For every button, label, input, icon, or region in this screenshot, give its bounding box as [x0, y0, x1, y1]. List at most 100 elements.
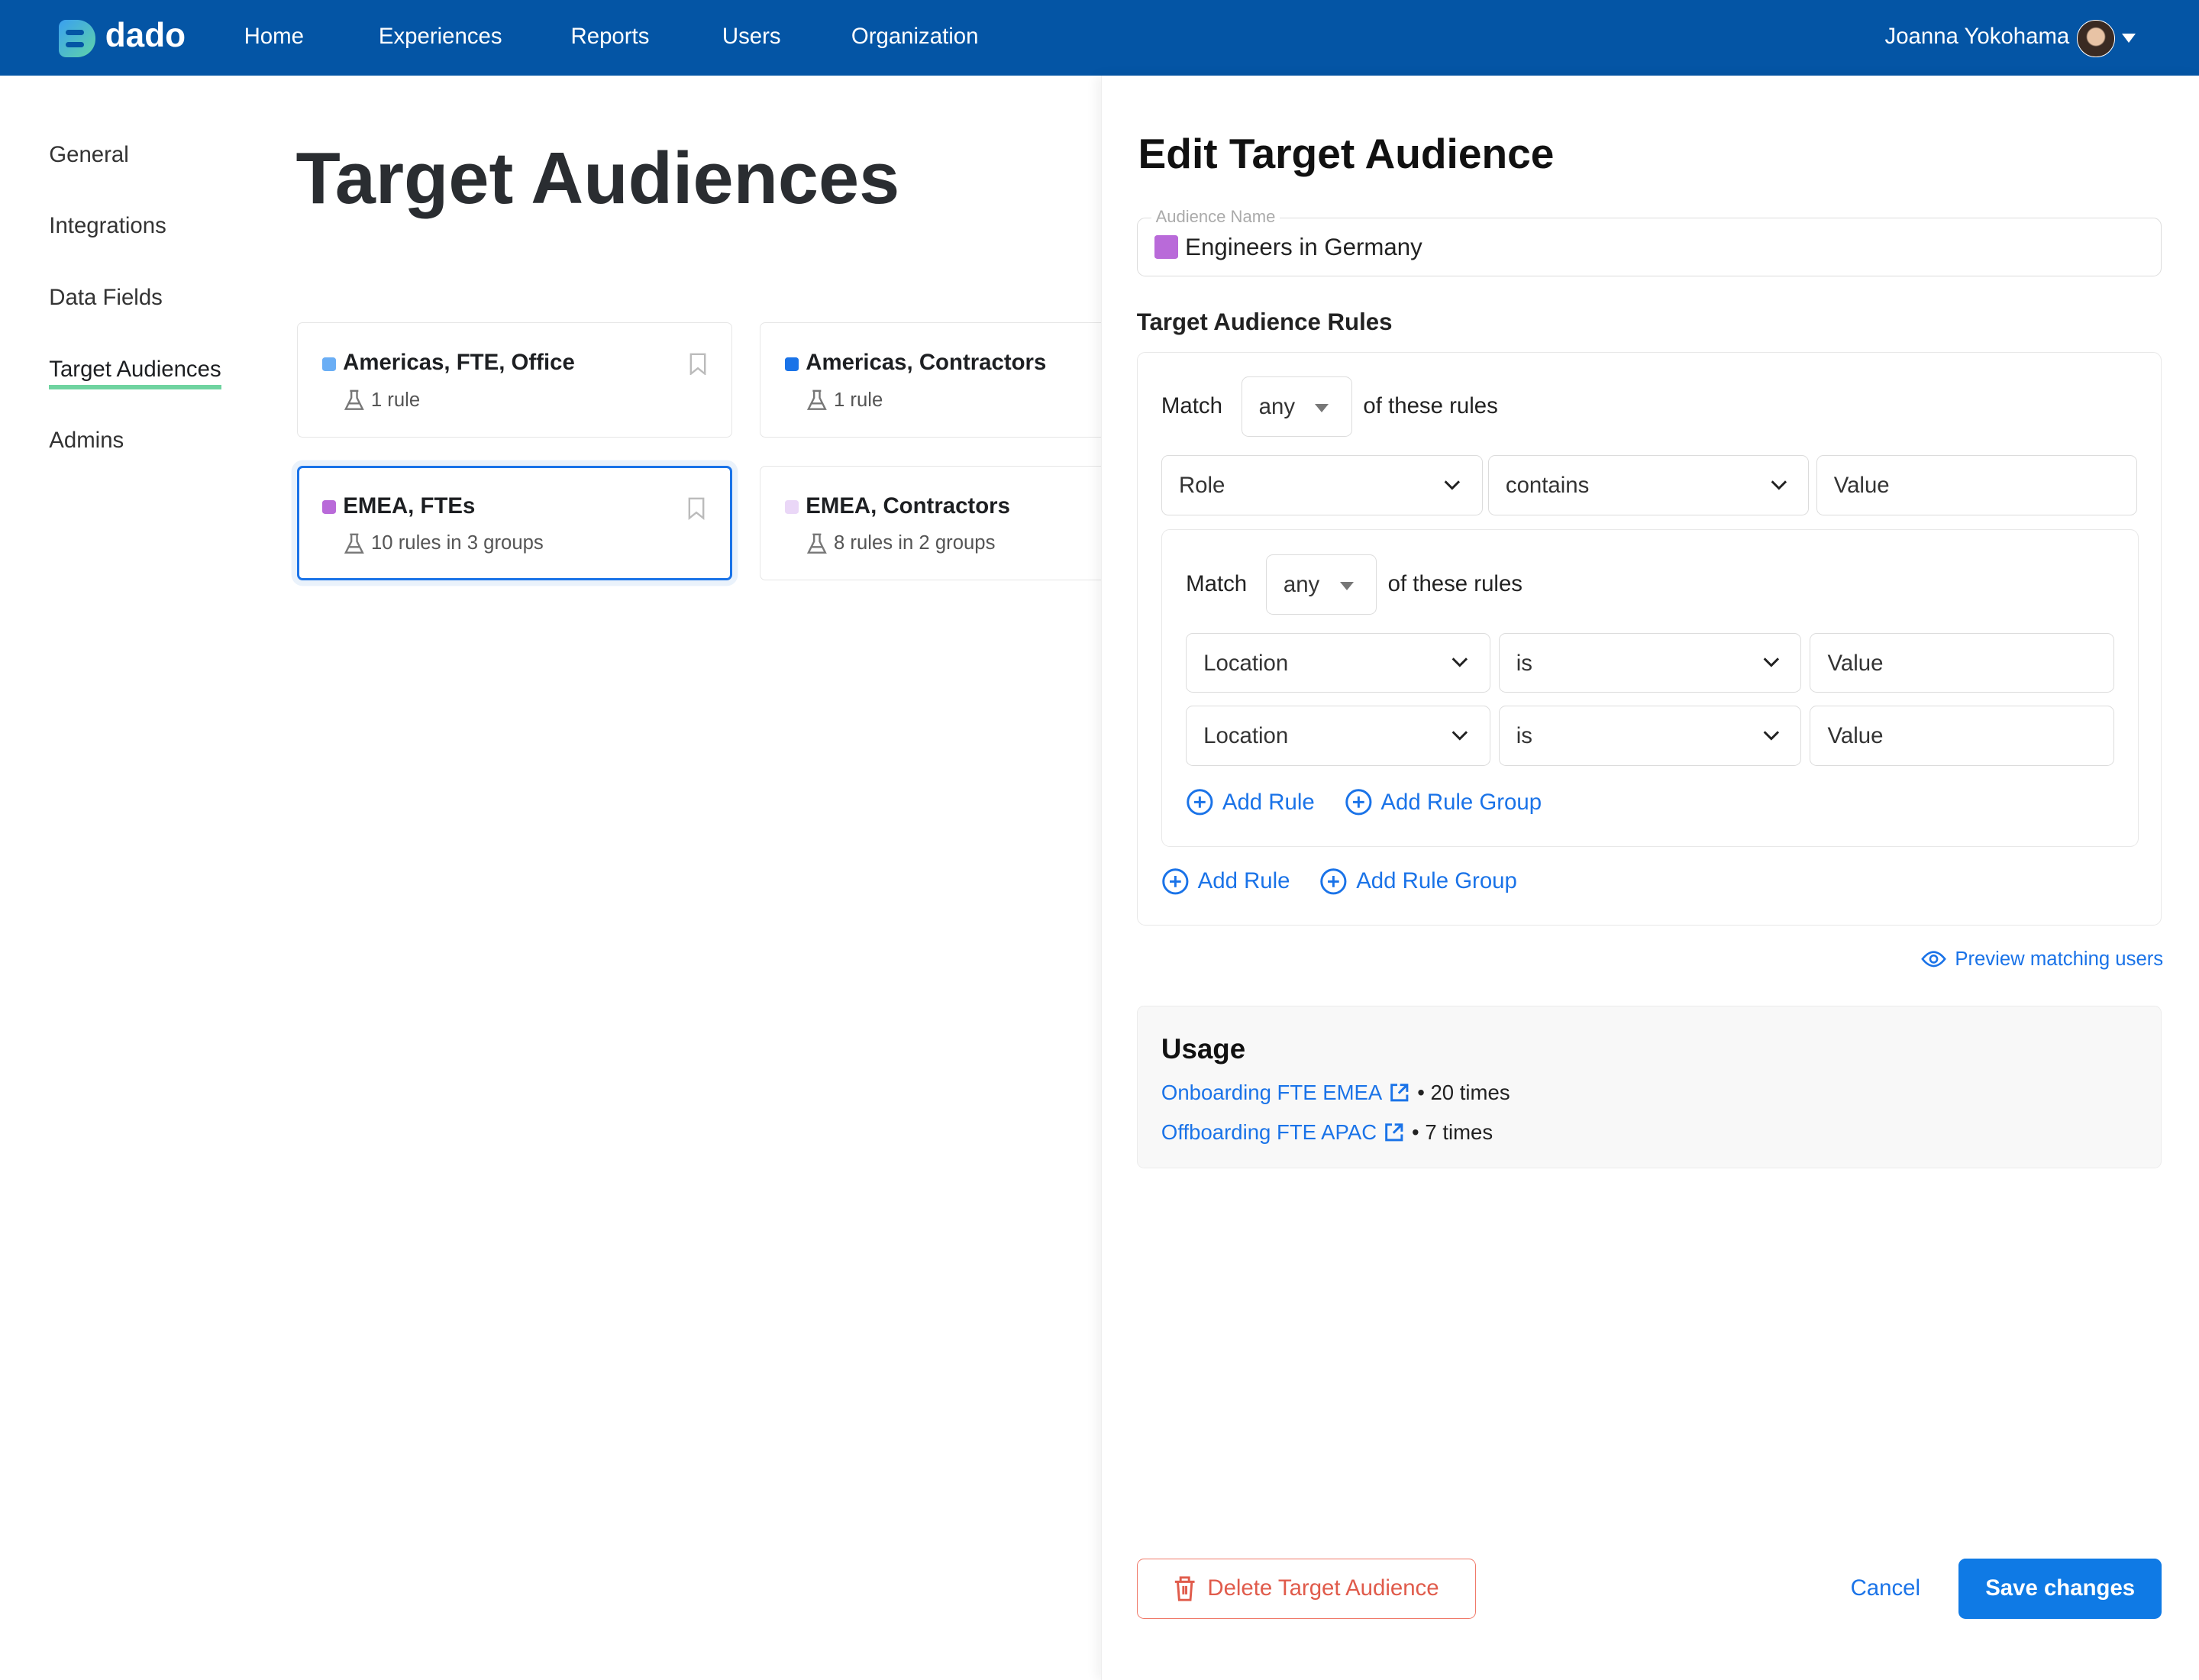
caret-down-icon — [1315, 404, 1329, 413]
operator-value: is — [1516, 723, 1532, 749]
brand-name[interactable]: dado — [105, 17, 186, 55]
page-title: Target Audiences — [295, 137, 900, 219]
rule-field-value: Role — [1178, 473, 1225, 499]
plus-circle-icon — [1320, 868, 1347, 895]
audience-card[interactable]: Americas, FTE, Office 1 rule — [297, 322, 732, 438]
add-rule-label: Add Rule — [1222, 789, 1315, 815]
sidebar-item-integrations[interactable]: Integrations — [49, 213, 166, 239]
dado-logo-icon[interactable] — [59, 19, 95, 58]
group-match-suffix: of these rules — [1387, 570, 1523, 596]
rules-heading: Target Audience Rules — [1136, 309, 1393, 336]
nav-reports[interactable]: Reports — [570, 24, 650, 50]
audience-name-field[interactable]: Audience Name Engineers in Germany — [1136, 206, 2162, 276]
match-label: Match — [1161, 393, 1222, 419]
audience-card-meta: 10 rules in 3 groups — [344, 532, 544, 554]
plus-circle-icon — [1187, 789, 1213, 816]
group-rule-value-input[interactable]: Value — [1810, 632, 2115, 693]
chevron-down-icon — [1763, 731, 1780, 741]
rule-value-text: Value — [1833, 473, 1890, 499]
rule-count: 1 rule — [833, 389, 883, 411]
rules-box: Match any of these rules Role contains V… — [1136, 352, 2162, 926]
audience-color-swatch — [321, 500, 337, 515]
flask-icon — [344, 533, 364, 554]
add-rule-group-label: Add Rule Group — [1356, 868, 1517, 894]
match-suffix: of these rules — [1363, 393, 1498, 419]
preview-label: Preview matching users — [1955, 948, 2164, 970]
usage-count: • 20 times — [1417, 1081, 1510, 1105]
external-link-icon[interactable] — [1389, 1082, 1410, 1103]
eye-icon — [1921, 951, 1947, 968]
audience-card-meta: 1 rule — [807, 389, 883, 412]
audience-card-name: EMEA, FTEs — [343, 493, 476, 519]
nav-home[interactable]: Home — [244, 24, 304, 50]
match-value: any — [1258, 394, 1296, 420]
rule-count: 1 rule — [370, 389, 421, 411]
sidebar-item-general[interactable]: General — [49, 141, 129, 167]
add-rule-label: Add Rule — [1197, 868, 1290, 894]
add-rule-group-button[interactable]: Add Rule Group — [1319, 867, 1517, 896]
group-match-select[interactable]: any — [1265, 554, 1377, 615]
rule-field-select[interactable]: Role — [1161, 455, 1483, 516]
sidebar-item-data-fields[interactable]: Data Fields — [49, 284, 163, 310]
user-avatar[interactable] — [2077, 19, 2115, 58]
delete-target-audience-button[interactable]: Delete Target Audience — [1136, 1558, 1477, 1619]
nav-organization[interactable]: Organization — [851, 24, 979, 50]
rule-operator-value: contains — [1505, 473, 1590, 499]
usage-box: Usage Onboarding FTE EMEA • 20 times Off… — [1136, 1005, 2162, 1168]
chevron-down-icon — [1444, 480, 1461, 490]
nav-users[interactable]: Users — [722, 24, 781, 50]
bookmark-icon[interactable] — [688, 497, 705, 520]
rule-count: 10 rules in 3 groups — [371, 532, 544, 554]
group-rule-operator-select[interactable]: is — [1498, 632, 1802, 693]
rule-operator-select[interactable]: contains — [1487, 455, 1810, 516]
bookmark-icon[interactable] — [689, 353, 706, 376]
usage-count: • 7 times — [1412, 1119, 1493, 1144]
save-changes-button[interactable]: Save changes — [1958, 1558, 2162, 1619]
group-add-rule-group-button[interactable]: Add Rule Group — [1345, 788, 1542, 816]
add-rule-button[interactable]: Add Rule — [1161, 867, 1290, 896]
field-value: Location — [1203, 650, 1289, 676]
chevron-down-icon — [1771, 480, 1787, 490]
audience-name-value[interactable]: Engineers in Germany — [1185, 233, 1422, 260]
rule-count: 8 rules in 2 groups — [833, 532, 996, 554]
chevron-down-icon — [1451, 731, 1468, 741]
trash-icon — [1175, 1575, 1195, 1601]
group-rule-field-select[interactable]: Location — [1186, 706, 1490, 766]
caret-down-icon[interactable] — [2121, 34, 2136, 43]
add-rule-group-label: Add Rule Group — [1380, 789, 1542, 815]
plus-circle-icon — [1162, 868, 1189, 895]
operator-value: is — [1516, 650, 1532, 676]
group-rule-value-input[interactable]: Value — [1810, 706, 2115, 766]
group-rule-field-select[interactable]: Location — [1186, 632, 1490, 693]
audience-name-label: Audience Name — [1151, 206, 1280, 227]
audience-card-name: EMEA, Contractors — [806, 493, 1010, 519]
top-navbar: dado Home Experiences Reports Users Orga… — [0, 0, 2199, 76]
nav-experiences[interactable]: Experiences — [378, 24, 502, 50]
audience-color-swatch[interactable] — [1154, 234, 1178, 259]
panel-title: Edit Target Audience — [1138, 129, 1555, 177]
sidebar-item-target-audiences[interactable]: Target Audiences — [49, 356, 221, 389]
usage-heading: Usage — [1161, 1032, 1246, 1065]
chevron-down-icon — [1451, 657, 1468, 667]
preview-matching-users-link[interactable]: Preview matching users — [1921, 948, 2163, 971]
audience-card-meta: 1 rule — [344, 389, 420, 412]
rule-value-input[interactable]: Value — [1816, 455, 2138, 516]
value-text: Value — [1827, 723, 1884, 749]
cancel-button[interactable]: Cancel — [1850, 1575, 1921, 1601]
user-name[interactable]: Joanna Yokohama — [1884, 24, 2070, 50]
edit-panel: Edit Target Audience Audience Name Engin… — [1100, 76, 2199, 1680]
flask-icon — [344, 390, 364, 411]
usage-item: Onboarding FTE EMEA • 20 times — [1161, 1081, 1510, 1105]
usage-link[interactable]: Offboarding FTE APAC — [1161, 1119, 1377, 1144]
usage-link[interactable]: Onboarding FTE EMEA — [1161, 1081, 1383, 1105]
group-rule-operator-select[interactable]: is — [1498, 706, 1802, 766]
plus-circle-icon — [1345, 789, 1372, 816]
flask-icon — [807, 533, 827, 554]
external-link-icon[interactable] — [1384, 1122, 1405, 1143]
match-select[interactable]: any — [1241, 376, 1352, 438]
audience-color-swatch — [784, 357, 799, 371]
sidebar-item-admins[interactable]: Admins — [49, 428, 124, 454]
group-add-rule-button[interactable]: Add Rule — [1186, 788, 1315, 816]
audience-card[interactable]: EMEA, FTEs 10 rules in 3 groups — [297, 465, 732, 581]
caret-down-icon — [1339, 581, 1354, 590]
